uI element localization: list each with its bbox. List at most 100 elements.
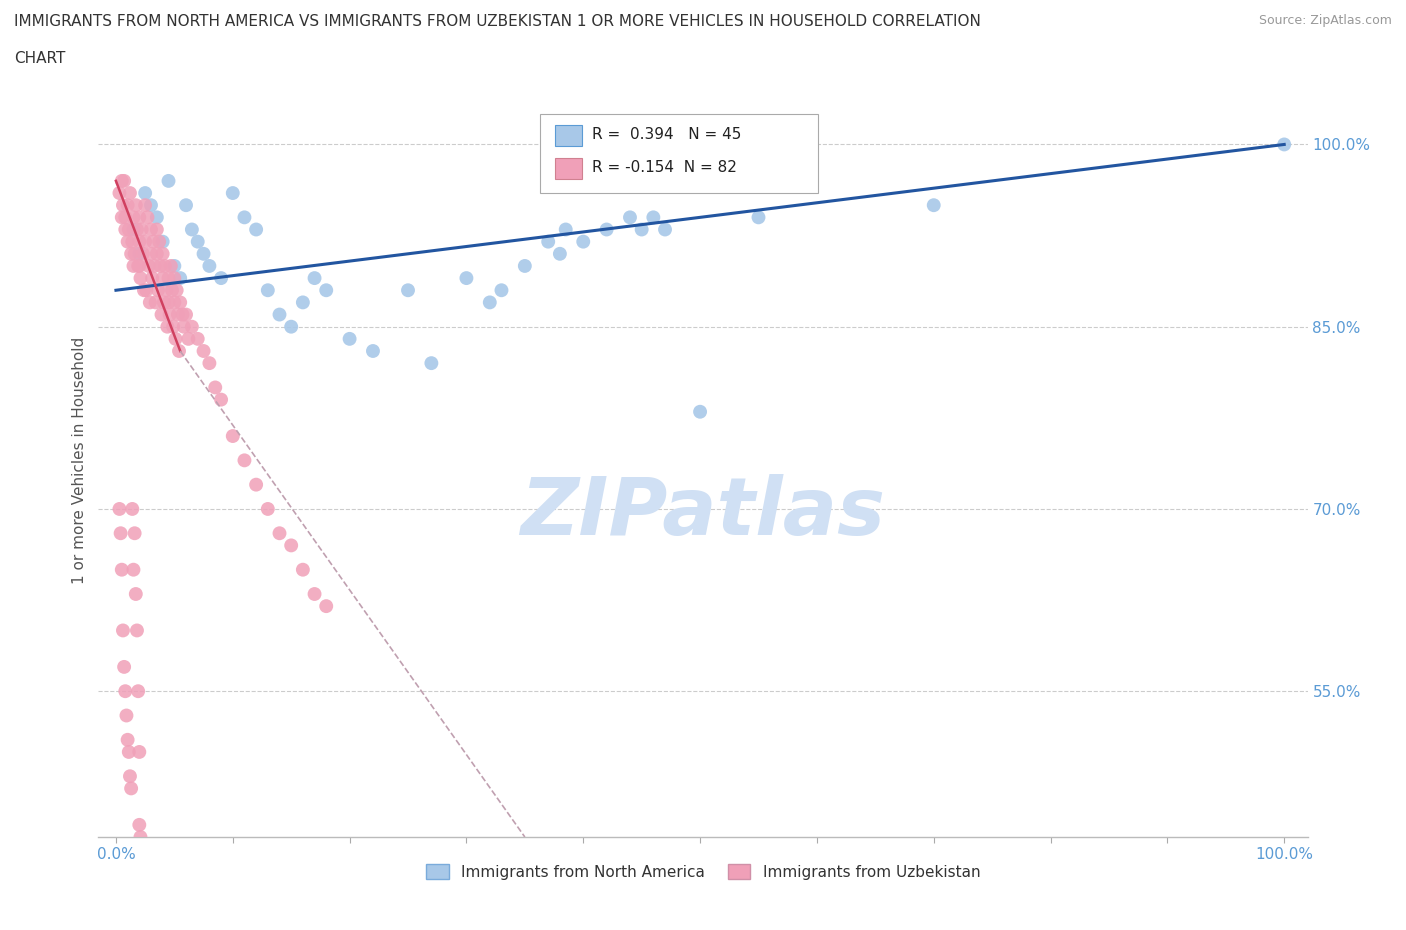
Point: [173, 319, 195, 334]
Point: [256, 283, 278, 298]
Point: [169, 271, 191, 286]
Point: [304, 587, 326, 602]
Point: [922, 198, 945, 213]
Point: [114, 210, 136, 225]
Point: [111, 623, 134, 638]
Point: [157, 295, 180, 310]
Point: [111, 210, 134, 225]
Point: [152, 246, 174, 261]
Point: [121, 501, 143, 516]
Point: [121, 234, 143, 249]
Point: [491, 283, 513, 298]
Point: [420, 355, 443, 370]
Point: [280, 319, 302, 334]
Point: [146, 283, 169, 298]
Point: [233, 210, 256, 225]
Point: [339, 331, 361, 346]
Point: [167, 307, 190, 322]
Point: [315, 283, 337, 298]
Point: [153, 295, 176, 310]
Point: [169, 295, 191, 310]
Point: [111, 174, 134, 189]
Point: [256, 501, 278, 516]
Point: [174, 198, 197, 213]
Point: [128, 817, 150, 832]
Point: [117, 198, 139, 213]
Point: [139, 222, 162, 237]
Point: [163, 271, 186, 286]
Point: [108, 501, 131, 516]
Point: [122, 222, 145, 237]
Point: [125, 222, 148, 237]
FancyBboxPatch shape: [555, 158, 582, 179]
Point: [163, 295, 186, 310]
Point: [117, 234, 139, 249]
Point: [143, 259, 166, 273]
Point: [132, 246, 155, 261]
Point: [209, 271, 232, 286]
Point: [160, 259, 183, 273]
Point: [120, 781, 142, 796]
Text: ZIPatlas: ZIPatlas: [520, 474, 886, 552]
Point: [129, 830, 152, 844]
Point: [572, 234, 595, 249]
Point: [291, 295, 314, 310]
Point: [117, 732, 139, 747]
Point: [166, 283, 188, 298]
Point: [280, 538, 302, 552]
Point: [139, 295, 162, 310]
Point: [187, 331, 209, 346]
Text: R =  0.394   N = 45: R = 0.394 N = 45: [592, 126, 741, 141]
Point: [180, 222, 202, 237]
Point: [595, 222, 617, 237]
FancyBboxPatch shape: [555, 126, 582, 146]
Point: [114, 684, 136, 698]
Point: [129, 271, 152, 286]
Point: [118, 186, 141, 201]
Point: [127, 259, 149, 273]
Point: [209, 392, 232, 407]
Point: [112, 174, 135, 189]
Point: [128, 745, 150, 760]
Point: [198, 355, 221, 370]
Point: [125, 623, 148, 638]
Point: [180, 319, 202, 334]
Point: [127, 684, 149, 698]
Point: [304, 271, 326, 286]
Point: [118, 222, 141, 237]
Point: [146, 210, 169, 225]
Y-axis label: 1 or more Vehicles in Household: 1 or more Vehicles in Household: [72, 337, 87, 584]
Point: [245, 222, 267, 237]
Point: [145, 295, 167, 310]
Point: [1272, 137, 1295, 152]
Point: [193, 246, 215, 261]
Point: [152, 234, 174, 249]
Point: [136, 210, 159, 225]
Point: [160, 283, 183, 298]
Text: R = -0.154  N = 82: R = -0.154 N = 82: [592, 160, 737, 175]
Point: [114, 222, 136, 237]
Point: [112, 659, 135, 674]
Point: [135, 283, 157, 298]
Point: [396, 283, 419, 298]
Point: [118, 745, 141, 760]
Point: [643, 210, 665, 225]
Point: [155, 283, 177, 298]
Point: [554, 222, 576, 237]
Point: [108, 186, 131, 201]
Point: [132, 283, 155, 298]
Point: [142, 234, 165, 249]
Point: [148, 234, 170, 249]
Point: [146, 222, 169, 237]
Point: [291, 563, 314, 578]
Point: [163, 259, 186, 273]
Point: [174, 307, 197, 322]
Point: [122, 259, 145, 273]
Point: [138, 259, 160, 273]
Point: [177, 331, 200, 346]
Point: [134, 198, 156, 213]
Point: [654, 222, 676, 237]
Point: [513, 259, 536, 273]
Point: [152, 271, 174, 286]
Point: [153, 259, 176, 273]
